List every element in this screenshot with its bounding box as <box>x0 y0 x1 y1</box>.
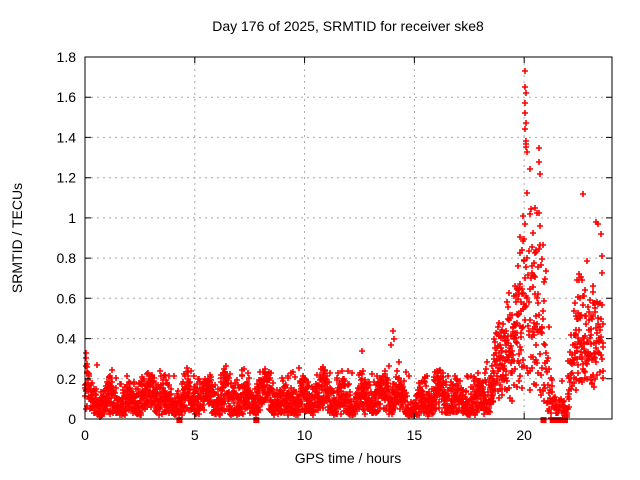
y-tick-label: 0.6 <box>57 290 77 306</box>
flag-squares-path <box>176 417 568 423</box>
tick-path <box>84 56 612 420</box>
x-tick-label: 5 <box>191 427 199 443</box>
y-tick-label: 0 <box>68 411 76 427</box>
tick-labels: 0 5 10 15 20 0 0.2 0.4 0.6 0.8 1 1.2 1.4 1.6 1.8 <box>57 49 533 443</box>
y-tick-label: 1.2 <box>57 170 77 186</box>
chart-title: Day 176 of 2025, SRMTID for receiver ske… <box>212 18 484 34</box>
y-tick-label: 1.6 <box>57 89 77 105</box>
y-tick-label: 0.2 <box>57 371 77 387</box>
x-tick-label: 15 <box>407 427 423 443</box>
y-tick-label: 1.4 <box>57 129 77 145</box>
x-axis-label: GPS time / hours <box>295 450 402 466</box>
x-tick-label: 0 <box>81 427 89 443</box>
plot-border <box>84 56 613 420</box>
flag-squares <box>176 417 568 423</box>
y-tick-label: 0.8 <box>57 250 77 266</box>
y-tick-label: 0.4 <box>57 331 77 347</box>
scatter-points-path <box>82 68 606 421</box>
tick-marks <box>84 56 612 420</box>
border-rect <box>84 56 613 420</box>
gridlines <box>85 57 612 419</box>
data-points <box>82 68 606 421</box>
grid-path <box>85 57 612 419</box>
x-tick-label: 20 <box>516 427 532 443</box>
y-axis-label: SRMTID / TECUs <box>9 183 25 293</box>
y-tick-label: 1.8 <box>57 49 77 65</box>
x-tick-label: 10 <box>297 427 313 443</box>
y-tick-label: 1 <box>68 210 76 226</box>
